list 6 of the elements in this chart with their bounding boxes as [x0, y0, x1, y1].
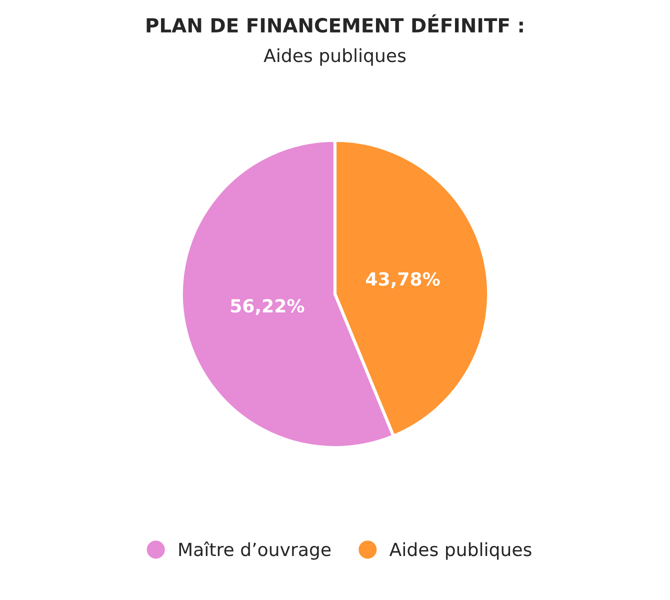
chart-subtitle: Aides publiques	[264, 48, 406, 66]
data-label: 43,78%	[366, 272, 440, 288]
data-label: 56,22%	[230, 299, 304, 315]
legend-label: Aides publiques	[389, 542, 532, 560]
chart-title: PLAN DE FINANCEMENT DÉFINITF :	[146, 14, 523, 33]
legend-label: Maître d’ouvrage	[179, 542, 331, 560]
